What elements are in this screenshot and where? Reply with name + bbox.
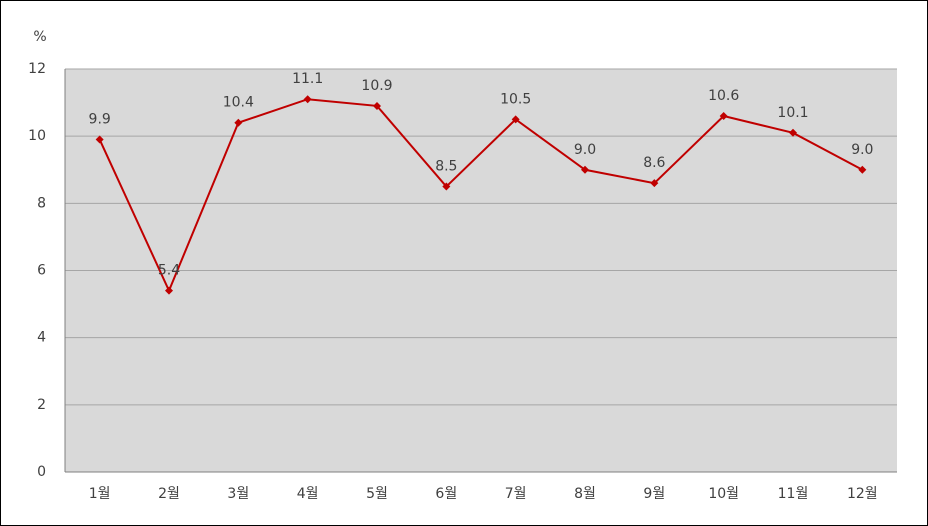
x-tick-label: 10월 bbox=[708, 486, 739, 502]
y-tick-label: 6 bbox=[37, 263, 46, 279]
data-label: 10.1 bbox=[777, 105, 808, 121]
marker bbox=[719, 112, 728, 121]
x-tick-label: 4월 bbox=[297, 486, 319, 502]
data-label: 9.0 bbox=[574, 142, 596, 158]
data-label: 9.0 bbox=[851, 142, 873, 158]
y-tick-label: 12 bbox=[28, 61, 46, 77]
marker bbox=[95, 135, 104, 144]
data-label: 10.9 bbox=[361, 78, 392, 94]
x-tick-label: 12월 bbox=[847, 486, 878, 502]
x-tick-label: 8월 bbox=[574, 486, 596, 502]
data-label: 8.5 bbox=[435, 159, 457, 175]
data-label: 10.5 bbox=[500, 91, 531, 107]
marker bbox=[442, 182, 451, 191]
x-tick-label: 7월 bbox=[505, 486, 527, 502]
x-tick-label: 6월 bbox=[435, 486, 457, 502]
y-tick-label: 8 bbox=[37, 195, 46, 211]
x-tick-label: 2월 bbox=[158, 486, 180, 502]
y-tick-label: 0 bbox=[37, 464, 46, 480]
data-label: 10.4 bbox=[223, 95, 254, 111]
y-tick-label: 4 bbox=[37, 330, 46, 346]
x-tick-label: 11월 bbox=[778, 486, 809, 502]
x-tick-label: 9월 bbox=[643, 486, 665, 502]
data-label: 9.9 bbox=[89, 112, 111, 128]
data-label: 10.6 bbox=[708, 88, 739, 104]
marker bbox=[511, 115, 520, 124]
marker bbox=[581, 165, 589, 174]
marker bbox=[650, 179, 659, 188]
y-tick-label: 10 bbox=[28, 128, 46, 144]
data-label: 8.6 bbox=[643, 155, 665, 171]
x-tick-label: 1월 bbox=[89, 486, 111, 502]
marker bbox=[858, 165, 867, 174]
x-tick-label: 3월 bbox=[227, 486, 249, 502]
marker bbox=[373, 101, 381, 110]
y-tick-label: 2 bbox=[37, 397, 46, 413]
marker bbox=[789, 128, 797, 137]
marker bbox=[303, 95, 312, 104]
y-axis-label: % bbox=[33, 29, 46, 45]
data-label: 5.4 bbox=[158, 263, 180, 279]
marker bbox=[165, 286, 173, 295]
x-tick-label: 5월 bbox=[366, 486, 388, 502]
marker bbox=[234, 118, 243, 127]
data-label: 11.1 bbox=[292, 71, 323, 87]
line bbox=[98, 98, 863, 294]
